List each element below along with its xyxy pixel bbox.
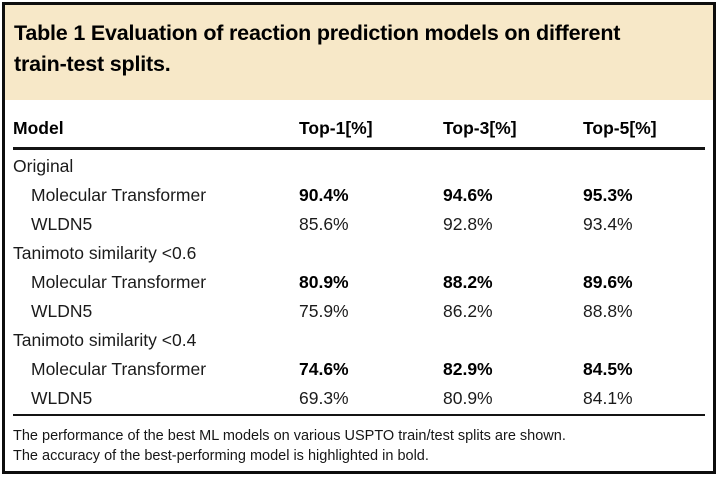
table-card: Table 1 Evaluation of reaction predictio… xyxy=(2,2,716,474)
table-rows: Original Molecular Transformer 90.4% 94.6% 9… xyxy=(13,150,705,414)
column-header-top3: Top-3[%] xyxy=(443,118,517,138)
table-row: Molecular Transformer 90.4% 94.6% 95.3% xyxy=(13,181,705,210)
table-footnotes: The performance of the best ML models on… xyxy=(13,416,705,467)
table-header-row: Model Top-1[%] Top-3[%] Top-5[%] xyxy=(13,100,705,147)
table-body: Model Top-1[%] Top-3[%] Top-5[%] Original Mo… xyxy=(5,100,713,467)
header-rule xyxy=(13,147,705,150)
metric-value-top1: 85.6% xyxy=(299,214,349,234)
table-row: WLDN5 75.9% 86.2% 88.8% xyxy=(13,297,705,326)
table-row: Molecular Transformer 80.9% 88.2% 89.6% xyxy=(13,268,705,297)
metric-value-top5: 88.8% xyxy=(583,301,633,321)
group-label-row: Tanimoto similarity <0.6 xyxy=(13,239,705,268)
metric-value-top5: 95.3% xyxy=(583,185,633,205)
model-name: WLDN5 xyxy=(31,301,93,321)
metric-value-top3: 80.9% xyxy=(443,388,493,408)
metric-value-top5: 89.6% xyxy=(583,272,633,292)
group-label: Original xyxy=(13,156,74,176)
table-row: WLDN5 69.3% 80.9% 84.1% xyxy=(13,384,705,413)
metric-value-top3: 94.6% xyxy=(443,185,493,205)
model-name: Molecular Transformer xyxy=(31,359,207,379)
metric-value-top3: 86.2% xyxy=(443,301,493,321)
group-label-row: Original xyxy=(13,152,705,181)
table-row: WLDN5 85.6% 92.8% 93.4% xyxy=(13,210,705,239)
column-header-top1: Top-1[%] xyxy=(299,118,373,138)
metric-value-top5: 84.1% xyxy=(583,388,633,408)
column-header-model: Model xyxy=(13,118,64,138)
table-title-band: Table 1 Evaluation of reaction predictio… xyxy=(5,5,713,100)
metric-value-top1: 80.9% xyxy=(299,272,349,292)
metric-value-top5: 93.4% xyxy=(583,214,633,234)
table-title-line-2: train-test splits. xyxy=(14,51,171,76)
group-label: Tanimoto similarity <0.4 xyxy=(13,330,197,350)
metric-value-top1: 75.9% xyxy=(299,301,349,321)
metric-value-top1: 69.3% xyxy=(299,388,349,408)
metric-value-top3: 92.8% xyxy=(443,214,493,234)
table-title-line-1: Table 1 Evaluation of reaction predictio… xyxy=(14,21,621,45)
column-header-top5: Top-5[%] xyxy=(583,118,657,138)
model-name: Molecular Transformer xyxy=(31,185,207,205)
metric-value-top3: 82.9% xyxy=(443,359,493,379)
metric-value-top3: 88.2% xyxy=(443,272,493,292)
metric-value-top1: 90.4% xyxy=(299,185,349,205)
footnote-rule xyxy=(13,414,705,416)
footnote-line: The performance of the best ML models on… xyxy=(13,428,566,444)
model-name: WLDN5 xyxy=(31,388,93,408)
metric-value-top5: 84.5% xyxy=(583,359,633,379)
model-name: Molecular Transformer xyxy=(31,272,207,292)
metric-value-top1: 74.6% xyxy=(299,359,349,379)
footnote-line: The accuracy of the best-performing mode… xyxy=(13,448,429,465)
table-row: Molecular Transformer 74.6% 82.9% 84.5% xyxy=(13,355,705,384)
group-label: Tanimoto similarity <0.6 xyxy=(13,243,197,263)
group-label-row: Tanimoto similarity <0.4 xyxy=(13,326,705,355)
model-name: WLDN5 xyxy=(31,214,93,234)
